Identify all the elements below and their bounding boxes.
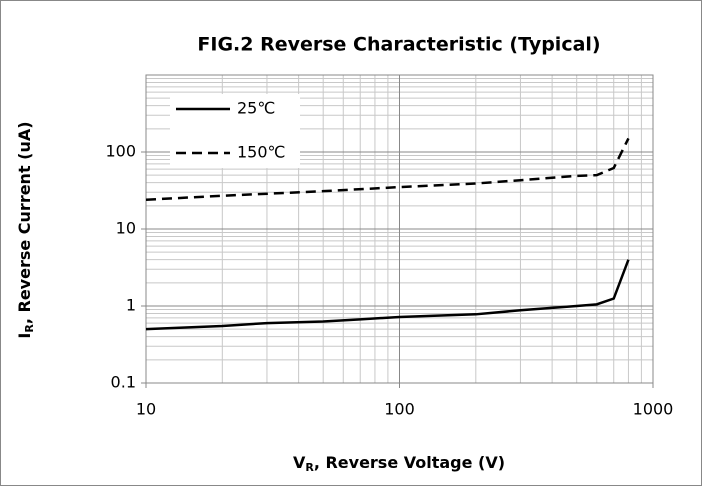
data-line [145,137,630,201]
y-axis-label: IR, Reverse Current (uA) [15,121,37,338]
y-tick-label: 0.1 [111,373,136,392]
x-tick-label: 10 [136,400,156,419]
legend-bg [170,94,300,168]
plot-border [145,74,654,384]
chart-title: FIG.2 Reverse Characteristic (Typical) [197,34,600,56]
x-tick-label: 1000 [633,400,674,419]
y-tick-label: 100 [105,142,136,161]
y-tick-label: 1 [126,296,136,315]
legend-label: 150℃ [237,143,286,162]
data-line [145,259,630,331]
x-axis-label: VR, Reverse Voltage (V) [293,453,505,475]
legend-label: 25℃ [237,99,275,118]
x-tick-label: 100 [384,400,415,419]
y-tick-label: 10 [116,219,136,238]
